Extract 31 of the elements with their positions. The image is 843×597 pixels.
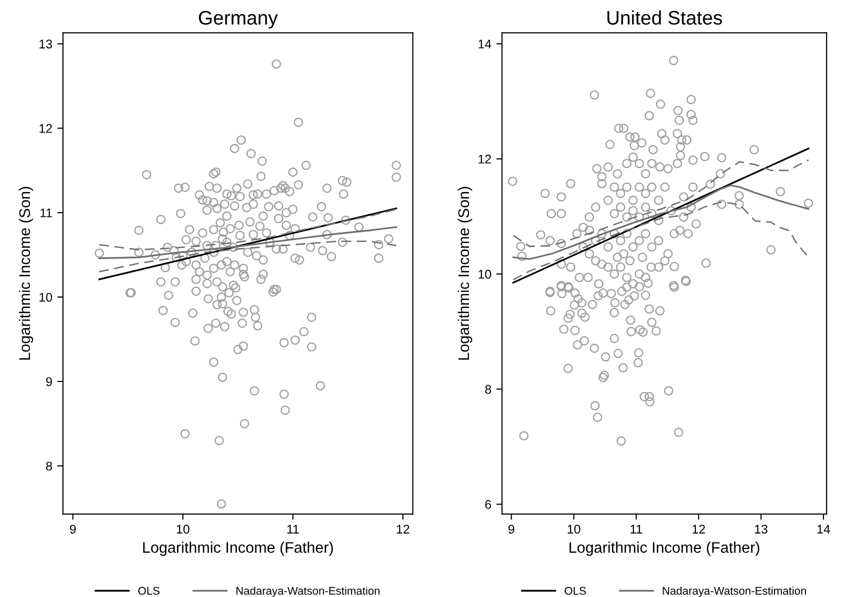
- y-tick-label: 6: [485, 500, 492, 509]
- y-tick-label: 9: [46, 377, 52, 386]
- x-tick-label: 11: [630, 524, 642, 534]
- y-tick-label: 10: [40, 292, 52, 302]
- legend-label: OLS: [138, 586, 160, 595]
- legend-label: OLS: [564, 586, 586, 595]
- y-tick-label: 12: [478, 154, 491, 164]
- chart-title: Germany: [198, 10, 278, 29]
- y-tick-label: 12: [40, 124, 52, 133]
- x-tick-label: 9: [508, 524, 514, 534]
- x-tick-label: 10: [176, 524, 190, 534]
- y-tick-label: 13: [40, 40, 52, 48]
- y-tick-label: 8: [485, 384, 492, 394]
- y-axis-title: Logarithmic Income (Son): [18, 186, 34, 360]
- legend-label: Nadaraya-Watson-Estimation: [662, 586, 806, 597]
- y-tick-label: 14: [478, 40, 492, 48]
- x-tick-label: 14: [817, 524, 830, 534]
- y-tick-label: 8: [46, 462, 52, 471]
- x-tick-label: 12: [396, 524, 410, 534]
- x-tick-label: 10: [568, 524, 580, 534]
- x-axis-title: Logarithmic Income (Father): [143, 542, 333, 556]
- legend-label: Nadaraya-Watson-Estimation: [236, 586, 380, 597]
- y-tick-label: 10: [478, 270, 492, 279]
- x-tick-label: 11: [287, 524, 299, 534]
- x-axis-title: Logarithmic Income (Father): [570, 542, 760, 556]
- chart-title: United States: [607, 10, 722, 25]
- y-axis-title: Logarithmic Income (Son): [458, 186, 472, 360]
- x-tick-label: 13: [755, 524, 768, 534]
- y-tick-label: 11: [40, 208, 52, 218]
- x-tick-label: 12: [692, 524, 705, 534]
- x-tick-label: 9: [70, 524, 76, 534]
